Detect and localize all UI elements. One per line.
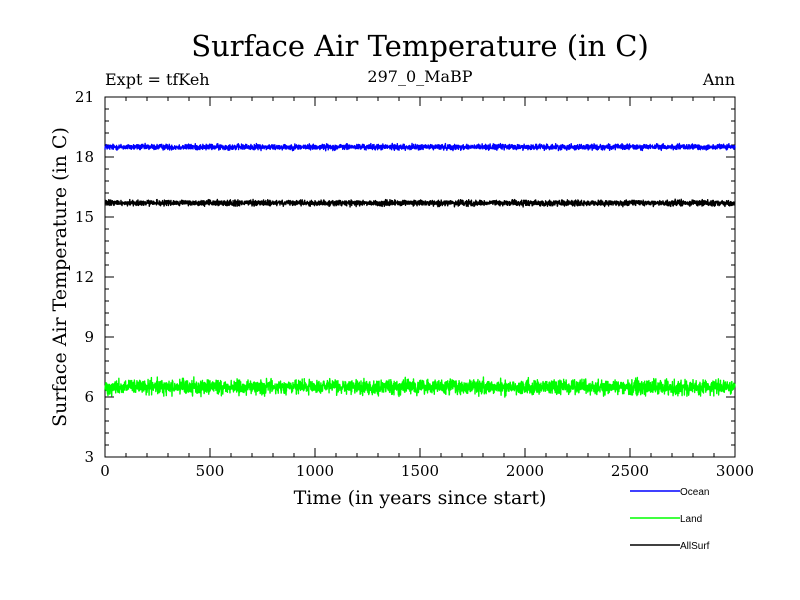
series-lines	[104, 142, 736, 398]
run-label: 297_0_MaBP	[367, 67, 472, 86]
y-tick-label-5: 18	[75, 148, 94, 166]
axis-ticks	[104, 96, 736, 458]
y-tick-labels: 3 6 9 12 15 18 21	[75, 88, 94, 466]
series-line-allsurf	[104, 198, 736, 208]
plot-frame	[104, 96, 736, 458]
x-tick-label-6: 3000	[716, 462, 754, 480]
x-tick-label-0: 0	[100, 462, 110, 480]
y-tick-label-1: 6	[84, 388, 94, 406]
legend-label-allsurf: AllSurf	[680, 541, 710, 552]
series-line-land	[104, 376, 736, 398]
x-tick-labels: 0 500 1000 1500 2000 2500 3000	[100, 462, 754, 480]
y-tick-label-4: 15	[75, 208, 94, 226]
chart-title: Surface Air Temperature (in C)	[191, 29, 649, 63]
x-tick-label-1: 500	[196, 462, 225, 480]
season-label: Ann	[702, 70, 735, 89]
x-tick-label-5: 2500	[611, 462, 649, 480]
experiment-label: Expt = tfKeh	[105, 70, 210, 89]
legend: Ocean Land AllSurf	[630, 487, 710, 552]
series-line-ocean	[104, 142, 736, 152]
legend-label-ocean: Ocean	[680, 487, 709, 498]
y-axis-label: Surface Air Temperature (in C)	[49, 127, 71, 427]
y-tick-label-2: 9	[84, 328, 94, 346]
x-axis-label: Time (in years since start)	[294, 487, 547, 509]
y-tick-label-3: 12	[75, 268, 94, 286]
y-tick-label-6: 21	[75, 88, 94, 106]
x-tick-label-4: 2000	[506, 462, 544, 480]
legend-label-land: Land	[680, 514, 702, 525]
x-tick-label-2: 1000	[296, 462, 334, 480]
x-tick-label-3: 1500	[401, 462, 439, 480]
y-tick-label-0: 3	[84, 448, 94, 466]
